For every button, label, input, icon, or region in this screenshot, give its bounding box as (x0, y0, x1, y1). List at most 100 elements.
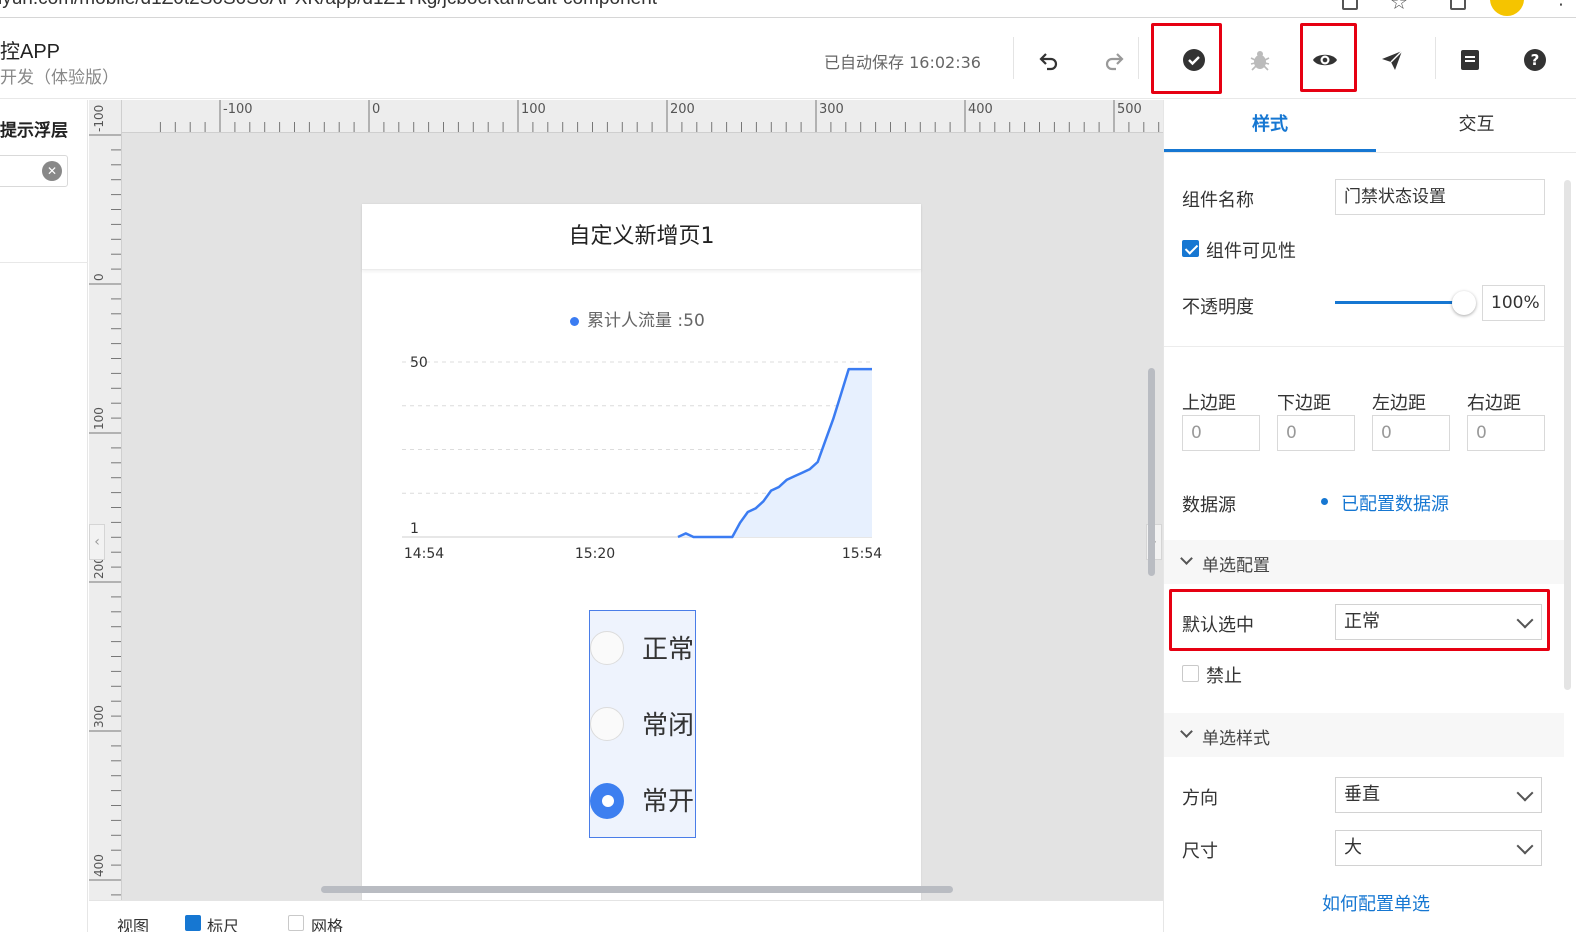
horizontal-ruler-ticks: -100 0 100 200 300 400 500 (159, 100, 1160, 132)
tab-style[interactable]: 样式 (1164, 100, 1376, 152)
tab-underline (1164, 152, 1576, 153)
margin-left-input[interactable]: 0 (1372, 415, 1450, 451)
radio-label: 常开 (642, 787, 695, 817)
page-title: 自定义新增页1 (362, 204, 921, 270)
bookmark-star-icon[interactable]: ☆ (1390, 0, 1408, 14)
line-chart[interactable]: 50 1 14:54 15:20 15:54 (392, 344, 892, 574)
ruler-label: 300 (92, 705, 106, 728)
redo-button[interactable] (1097, 43, 1131, 77)
radio-circle-icon[interactable] (590, 707, 624, 741)
size-label: 尺寸 (1182, 841, 1218, 862)
margin-left-label: 左边距 (1372, 393, 1426, 414)
undo-icon (1039, 53, 1058, 71)
svg-text:?: ? (1531, 51, 1540, 69)
toolbar-divider (1138, 37, 1139, 79)
ruler-label: 200 (670, 102, 695, 117)
bug-icon (1250, 51, 1270, 71)
direction-dropdown[interactable]: 垂直 (1335, 777, 1542, 813)
toolbar-divider (1435, 37, 1436, 79)
collapse-left-arrow-icon[interactable]: ‹ (89, 524, 105, 560)
chart-y-tick-label: 1 (410, 521, 419, 537)
direction-label: 方向 (1182, 788, 1218, 809)
check-button[interactable] (1177, 43, 1211, 77)
radio-label: 常闭 (642, 711, 695, 741)
chevron-down-icon (1516, 837, 1534, 855)
chart-x-tick-label: 15:54 (842, 546, 882, 562)
radio-circle-icon[interactable] (590, 631, 624, 665)
browser-window-icon[interactable] (1342, 0, 1358, 10)
help-button[interactable]: ? (1518, 43, 1552, 77)
send-icon (1382, 50, 1403, 70)
left-panel: 提示浮层 ✕ (0, 100, 88, 932)
view-label: 视图 (117, 917, 150, 932)
margin-bottom-input[interactable]: 0 (1277, 415, 1355, 451)
tab-interaction[interactable]: 交互 (1458, 114, 1495, 135)
chevron-down-icon (1516, 784, 1534, 802)
editor-header: 控APP 开发（体验版） 已自动保存 16:02:36 ? (0, 19, 1576, 99)
toolbar-divider (1013, 37, 1014, 79)
component-name-input[interactable]: 门禁状态设置 (1335, 179, 1545, 215)
debug-button[interactable] (1243, 43, 1277, 77)
chart-x-tick-label: 15:20 (575, 546, 615, 562)
chart-x-tick-label: 14:54 (404, 546, 444, 562)
grid-label: 网格 (311, 917, 344, 932)
opacity-input[interactable]: 100% (1482, 285, 1545, 321)
canvas-vertical-scrollbar[interactable] (1148, 368, 1155, 576)
legend-label: 累计人流量 :50 (587, 311, 705, 331)
margin-right-input[interactable]: 0 (1467, 415, 1545, 451)
help-link[interactable]: 如何配置单选 (1322, 894, 1430, 915)
chevron-down-icon (1180, 552, 1193, 565)
datasource-label: 数据源 (1182, 495, 1236, 516)
phone-page-preview[interactable]: 自定义新增页1 累计人流量 :50 50 1 14:54 15:20 15:54 正常 … (362, 204, 921, 904)
visible-label: 组件可见性 (1206, 241, 1296, 262)
ruler-label: 100 (92, 407, 106, 430)
legend-dot-icon (570, 316, 579, 326)
direction-value: 垂直 (1344, 784, 1380, 805)
ruler-label: -100 (223, 102, 253, 117)
document-button[interactable] (1453, 43, 1487, 77)
chevron-down-icon (1516, 611, 1534, 629)
opacity-slider-handle[interactable] (1452, 291, 1476, 315)
grid-checkbox[interactable] (288, 915, 304, 931)
ruler-label: 标尺 (207, 917, 240, 932)
canvas-horizontal-scrollbar[interactable] (321, 886, 953, 893)
redo-icon (1105, 53, 1124, 71)
browser-extension-icon[interactable] (1450, 0, 1466, 10)
browser-menu-icon[interactable]: ⋮ (1552, 0, 1570, 9)
component-name-label: 组件名称 (1182, 190, 1254, 211)
default-selected-dropdown[interactable]: 正常 (1335, 604, 1542, 640)
chart-legend: 累计人流量 :50 (570, 306, 705, 331)
chart-y-tick-label: 50 (410, 355, 428, 371)
preview-button[interactable] (1308, 43, 1342, 77)
app-subtitle: 开发（体验版） (0, 68, 119, 88)
ruler-label: 400 (92, 854, 106, 877)
size-dropdown[interactable]: 大 (1335, 830, 1542, 866)
disabled-checkbox[interactable] (1182, 665, 1199, 682)
vertical-ruler: -100 0 100 200 300 400 (89, 100, 122, 900)
publish-button[interactable] (1375, 43, 1409, 77)
browser-url-bar[interactable]: iyun.com/mobile/d1Z0t2S0S0SoAPXK/app/d1Z… (0, 0, 1576, 18)
autosave-status: 已自动保存 16:02:36 (824, 53, 981, 72)
ruler-checkbox[interactable] (185, 915, 201, 931)
radio-option-normal[interactable]: 正常 (590, 629, 695, 689)
datasource-link[interactable]: 已配置数据源 (1341, 494, 1449, 515)
radio-style-section-header[interactable]: 单选样式 (1164, 713, 1564, 757)
check-circle-icon (1183, 49, 1205, 71)
undo-button[interactable] (1032, 43, 1066, 77)
datasource-status-dot-icon (1321, 498, 1328, 505)
profile-avatar[interactable] (1490, 0, 1524, 16)
properties-panel-scrollbar[interactable] (1564, 180, 1571, 690)
opacity-slider-track[interactable] (1335, 301, 1463, 304)
radio-circle-selected-icon[interactable] (590, 783, 624, 819)
margin-top-input[interactable]: 0 (1182, 415, 1260, 451)
vertical-ruler-ticks: -100 0 100 200 300 400 (89, 105, 121, 896)
radio-option-open[interactable]: 常开 (590, 781, 695, 837)
ruler-label: 500 (1117, 102, 1142, 117)
radio-config-section-header[interactable]: 单选配置 (1164, 540, 1564, 584)
radio-option-closed[interactable]: 常闭 (590, 705, 695, 765)
radio-group-component[interactable]: 正常 常闭 常开 (589, 610, 696, 838)
clear-icon[interactable]: ✕ (42, 161, 62, 181)
margin-top-label: 上边距 (1182, 393, 1236, 414)
visible-checkbox[interactable] (1182, 240, 1199, 257)
